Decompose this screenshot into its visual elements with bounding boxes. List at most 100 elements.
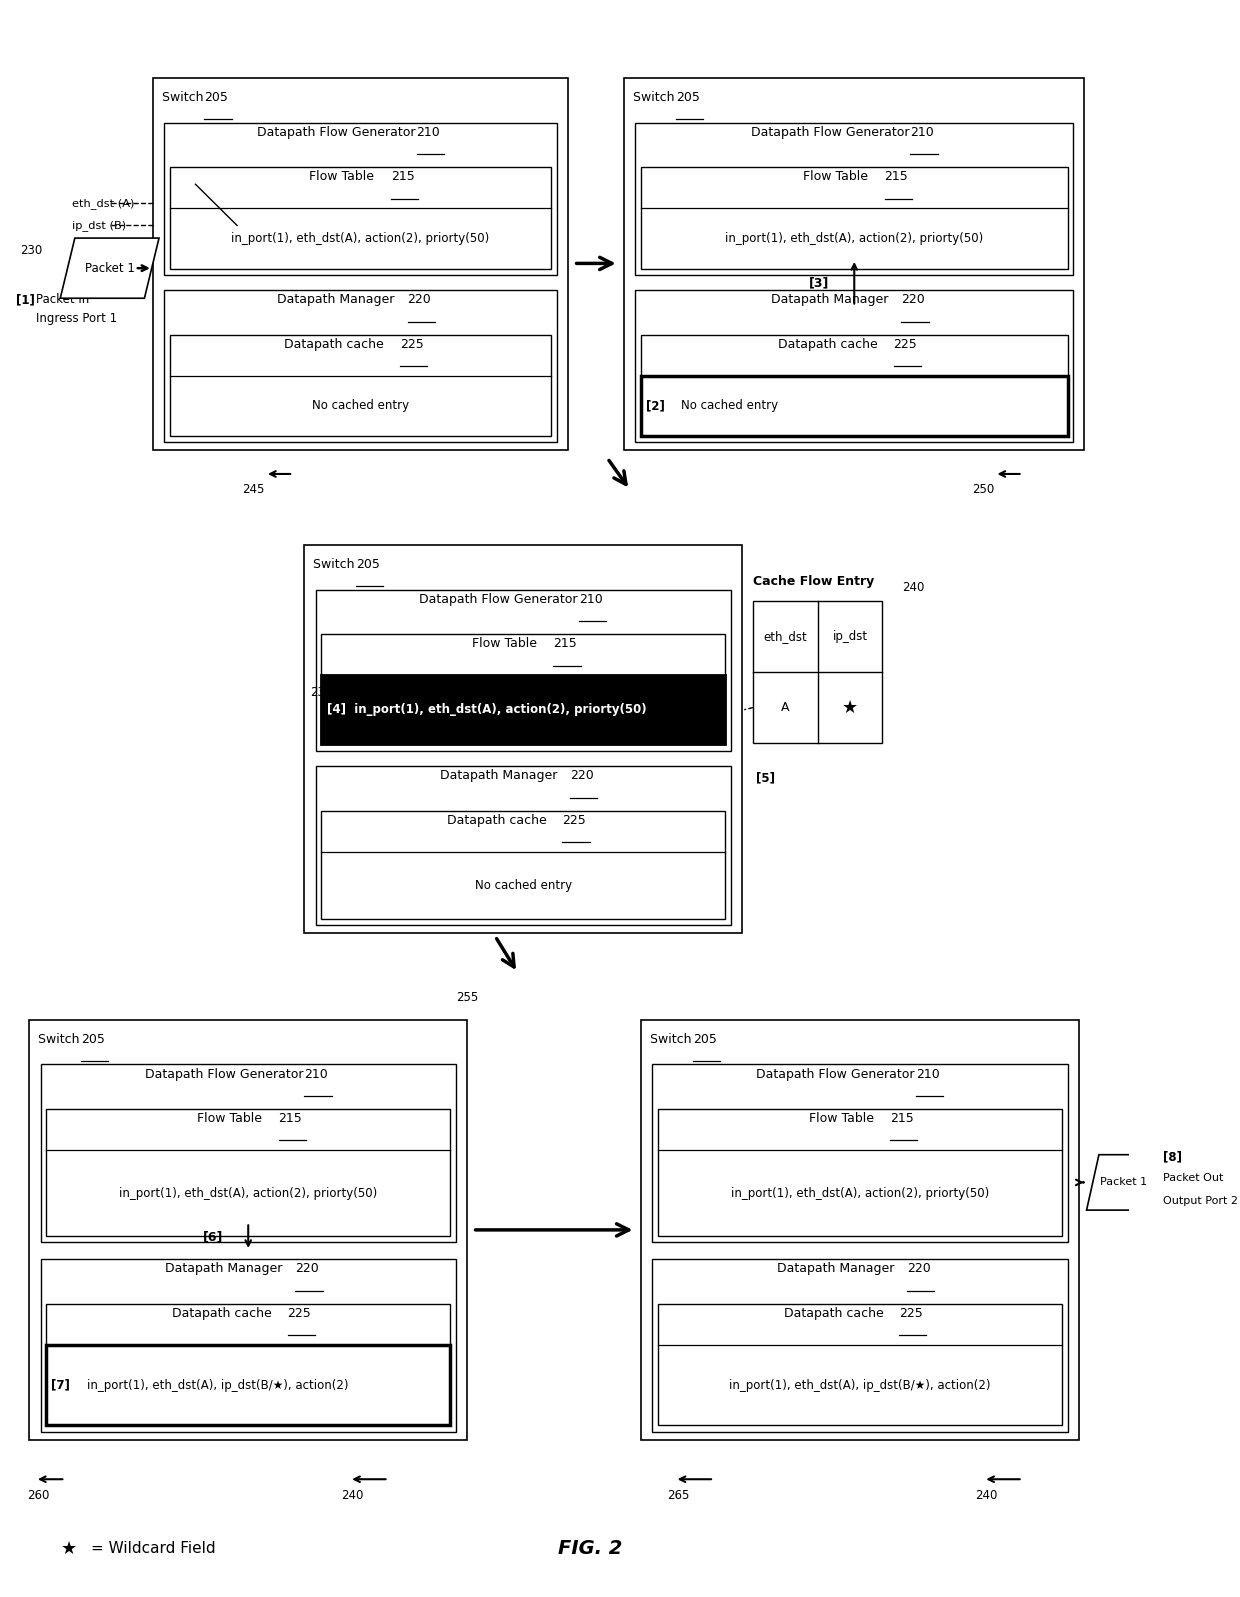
Text: 240: 240 (976, 1488, 998, 1501)
Text: 225: 225 (399, 337, 424, 351)
Text: Flow Table: Flow Table (804, 169, 872, 184)
Text: Switch: Switch (634, 91, 678, 104)
Bar (321, 676, 725, 744)
Text: Packet In: Packet In (36, 294, 89, 307)
Text: 230: 230 (20, 244, 42, 257)
Bar (658, 1303, 1061, 1426)
Text: Switch: Switch (38, 1033, 84, 1046)
Bar (170, 166, 552, 268)
Text: 210: 210 (910, 126, 934, 139)
Bar (658, 1108, 1061, 1236)
Text: Datapath cache: Datapath cache (446, 814, 554, 827)
Text: Datapath cache: Datapath cache (172, 1306, 280, 1319)
Text: 215: 215 (884, 169, 909, 184)
Bar (46, 1108, 450, 1236)
Bar (315, 767, 730, 925)
Text: ip_dst (B): ip_dst (B) (72, 220, 126, 232)
Text: in_port(1), eth_dst(A), ip_dst(B/★), action(2): in_port(1), eth_dst(A), ip_dst(B/★), act… (729, 1378, 991, 1391)
Text: FIG. 2: FIG. 2 (558, 1540, 622, 1559)
Text: [8]: [8] (1163, 1150, 1182, 1164)
Text: [5]: [5] (755, 771, 775, 784)
Text: 235: 235 (181, 169, 203, 182)
Text: 235: 235 (310, 687, 332, 699)
Text: Datapath cache: Datapath cache (284, 337, 392, 351)
Text: eth_dst (A): eth_dst (A) (72, 198, 134, 209)
Text: 205: 205 (693, 1033, 717, 1046)
Text: Packet 1: Packet 1 (1100, 1177, 1147, 1188)
Bar (652, 1065, 1068, 1242)
Text: [2]: [2] (646, 399, 665, 412)
Text: No cached entry: No cached entry (682, 399, 779, 412)
Text: 220: 220 (570, 770, 594, 783)
Bar (652, 1260, 1068, 1433)
Text: = Wildcard Field: = Wildcard Field (91, 1541, 216, 1557)
Text: Datapath cache: Datapath cache (784, 1306, 892, 1319)
Text: 215: 215 (279, 1112, 303, 1124)
Bar (164, 123, 557, 275)
Bar (41, 1260, 456, 1433)
Text: [4]  in_port(1), eth_dst(A), action(2), priorty(50): [4] in_port(1), eth_dst(A), action(2), p… (327, 703, 646, 715)
Bar (46, 1303, 450, 1426)
Text: Switch: Switch (650, 1033, 696, 1046)
Text: [6]: [6] (203, 1230, 223, 1242)
Text: 240: 240 (341, 1488, 363, 1501)
Text: 220: 220 (295, 1263, 319, 1276)
Text: 265: 265 (667, 1488, 689, 1501)
Text: Datapath cache: Datapath cache (777, 337, 885, 351)
Text: 215: 215 (890, 1112, 914, 1124)
Text: 220: 220 (906, 1263, 931, 1276)
Text: 250: 250 (972, 484, 994, 497)
Text: 255: 255 (456, 992, 479, 1005)
Text: 210: 210 (304, 1068, 329, 1081)
Text: in_port(1), eth_dst(A), action(2), priorty(50): in_port(1), eth_dst(A), action(2), prior… (232, 232, 490, 244)
Text: 210: 210 (417, 126, 440, 139)
Text: 205: 205 (356, 557, 379, 570)
Text: 210: 210 (579, 592, 603, 605)
Bar (304, 545, 742, 933)
Bar (41, 1065, 456, 1242)
Bar (46, 1345, 450, 1426)
Text: eth_dst: eth_dst (764, 629, 807, 642)
Text: 260: 260 (27, 1488, 50, 1501)
Text: 225: 225 (288, 1306, 311, 1319)
Text: Switch: Switch (314, 557, 358, 570)
Bar (624, 78, 1084, 450)
Bar (635, 123, 1073, 275)
Text: Datapath Manager: Datapath Manager (771, 294, 893, 307)
Text: 205: 205 (81, 1033, 105, 1046)
Text: [3]: [3] (810, 276, 830, 289)
Text: [7]: [7] (51, 1378, 69, 1391)
Text: 225: 225 (899, 1306, 923, 1319)
Text: Datapath Manager: Datapath Manager (165, 1263, 286, 1276)
Bar (641, 1020, 1079, 1439)
Text: 245: 245 (243, 484, 265, 497)
Text: 215: 215 (553, 637, 578, 650)
Text: Datapath Flow Generator: Datapath Flow Generator (419, 592, 582, 605)
Bar (641, 166, 1068, 268)
Polygon shape (61, 238, 159, 299)
Bar (170, 334, 552, 436)
Text: Flow Table: Flow Table (197, 1112, 265, 1124)
Text: ★: ★ (842, 698, 858, 717)
Text: Datapath Manager: Datapath Manager (776, 1263, 898, 1276)
Text: Datapath Manager: Datapath Manager (278, 294, 399, 307)
Text: Switch: Switch (161, 91, 207, 104)
Bar (164, 291, 557, 442)
Text: Datapath Flow Generator: Datapath Flow Generator (145, 1068, 308, 1081)
Text: in_port(1), eth_dst(A), action(2), priorty(50): in_port(1), eth_dst(A), action(2), prior… (730, 1187, 990, 1199)
Text: 205: 205 (676, 91, 699, 104)
Bar (30, 1020, 467, 1439)
Text: 220: 220 (408, 294, 432, 307)
Text: in_port(1), eth_dst(A), action(2), priorty(50): in_port(1), eth_dst(A), action(2), prior… (119, 1187, 377, 1199)
Text: A: A (781, 701, 790, 714)
Bar (635, 291, 1073, 442)
Text: Datapath Manager: Datapath Manager (440, 770, 562, 783)
Text: Datapath Flow Generator: Datapath Flow Generator (750, 126, 913, 139)
Text: Cache Flow Entry: Cache Flow Entry (753, 575, 874, 588)
Text: 225: 225 (894, 337, 918, 351)
Bar (641, 375, 1068, 436)
Text: in_port(1), eth_dst(A), action(2), priorty(50): in_port(1), eth_dst(A), action(2), prior… (725, 232, 983, 244)
Text: 205: 205 (205, 91, 228, 104)
Text: Packet Out: Packet Out (1163, 1172, 1224, 1183)
Text: Flow Table: Flow Table (472, 637, 541, 650)
